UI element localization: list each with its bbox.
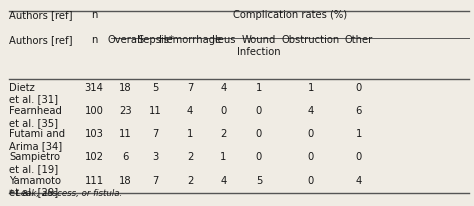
Text: 18: 18	[119, 83, 132, 93]
Text: 111: 111	[84, 176, 104, 186]
Text: 2: 2	[220, 129, 227, 139]
Text: 4: 4	[308, 106, 314, 116]
Text: 0: 0	[256, 152, 262, 163]
Text: 7: 7	[152, 176, 159, 186]
Text: 0: 0	[356, 152, 362, 163]
Text: 7: 7	[187, 83, 193, 93]
Text: 1: 1	[356, 129, 362, 139]
Text: Ileus: Ileus	[211, 35, 235, 45]
Text: 0: 0	[256, 106, 262, 116]
Text: Futami and
Arima [34]: Futami and Arima [34]	[9, 129, 65, 151]
Text: 314: 314	[85, 83, 103, 93]
Text: 0: 0	[220, 106, 227, 116]
Text: 1: 1	[256, 83, 262, 93]
Text: * Leak, abscess, or fistula.: * Leak, abscess, or fistula.	[9, 189, 123, 198]
Text: 18: 18	[119, 176, 132, 186]
Text: n: n	[91, 10, 97, 20]
Text: 6: 6	[122, 152, 129, 163]
Text: Overall: Overall	[108, 35, 144, 45]
Text: Authors [ref]: Authors [ref]	[9, 35, 73, 45]
Text: 0: 0	[308, 176, 314, 186]
Text: Authors [ref]: Authors [ref]	[9, 10, 73, 20]
Text: Sampietro
et al. [19]: Sampietro et al. [19]	[9, 152, 61, 174]
Text: Fearnhead
et al. [35]: Fearnhead et al. [35]	[9, 106, 63, 128]
Text: Yamamoto
et al. [29]: Yamamoto et al. [29]	[9, 176, 62, 197]
Text: 4: 4	[220, 176, 227, 186]
Text: 4: 4	[187, 106, 193, 116]
Text: 11: 11	[149, 106, 162, 116]
Text: Obstruction: Obstruction	[282, 35, 340, 45]
Text: 103: 103	[85, 129, 103, 139]
Text: Dietz
et al. [31]: Dietz et al. [31]	[9, 83, 58, 104]
Text: 3: 3	[152, 152, 159, 163]
Text: 4: 4	[220, 83, 227, 93]
Text: 0: 0	[356, 83, 362, 93]
Text: 4: 4	[356, 176, 362, 186]
Text: 100: 100	[85, 106, 103, 116]
Text: n: n	[91, 35, 97, 45]
Text: Sepsis*: Sepsis*	[137, 35, 174, 45]
Text: 1: 1	[308, 83, 314, 93]
Text: 23: 23	[119, 106, 132, 116]
Text: 1: 1	[187, 129, 193, 139]
Text: 1: 1	[220, 152, 227, 163]
Text: Complication rates (%): Complication rates (%)	[233, 10, 347, 20]
Text: 0: 0	[308, 152, 314, 163]
Text: 7: 7	[152, 129, 159, 139]
Text: 2: 2	[187, 152, 193, 163]
Text: Hemorrhage: Hemorrhage	[159, 35, 221, 45]
Text: 0: 0	[256, 129, 262, 139]
Text: 0: 0	[308, 129, 314, 139]
Text: 102: 102	[84, 152, 104, 163]
Text: 5: 5	[256, 176, 262, 186]
Text: Other: Other	[345, 35, 373, 45]
Text: 6: 6	[356, 106, 362, 116]
Text: 11: 11	[119, 129, 132, 139]
Text: Wound
Infection: Wound Infection	[237, 35, 281, 57]
Text: 5: 5	[152, 83, 159, 93]
Text: 2: 2	[187, 176, 193, 186]
